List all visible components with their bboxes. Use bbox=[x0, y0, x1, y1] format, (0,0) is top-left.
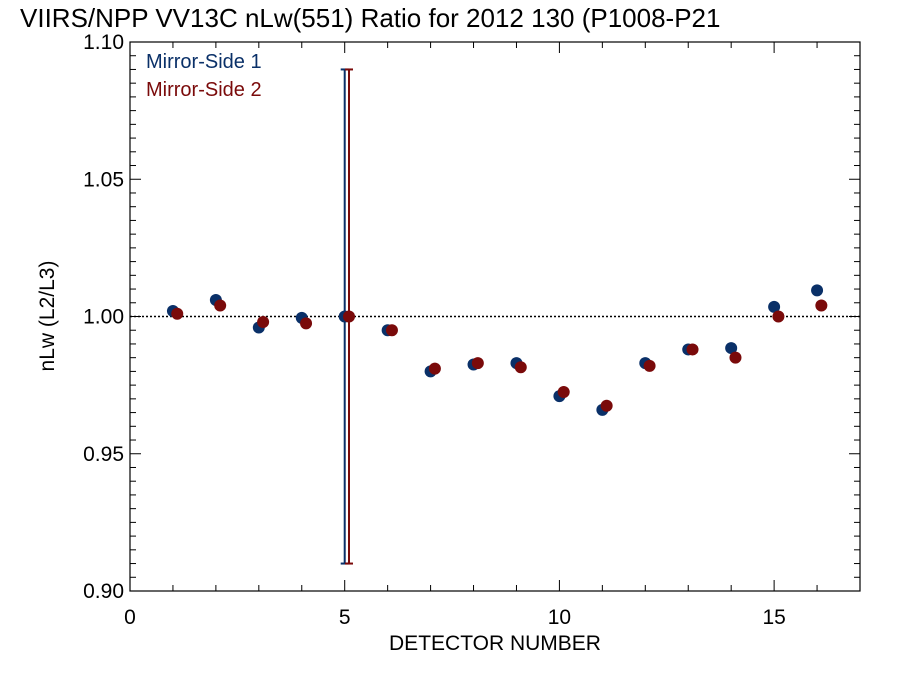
point-series-1-detector-16 bbox=[811, 284, 824, 297]
y-tick-label: 1.00 bbox=[83, 306, 124, 329]
y-tick-label: 1.10 bbox=[83, 31, 124, 54]
chart-title: VIIRS/NPP VV13C nLw(551) Ratio for 2012 … bbox=[20, 3, 720, 33]
point-series-2-detector-9 bbox=[514, 361, 527, 374]
y-tick-label: 0.95 bbox=[83, 443, 124, 466]
legend-label-mirror-side-2: Mirror-Side 2 bbox=[146, 79, 262, 101]
legend-label-mirror-side-1: Mirror-Side 1 bbox=[146, 51, 262, 73]
x-axis-label: DETECTOR NUMBER bbox=[389, 632, 601, 655]
point-series-2-detector-3 bbox=[257, 315, 270, 328]
point-series-2-detector-16 bbox=[815, 299, 828, 312]
point-series-2-detector-1 bbox=[171, 307, 184, 320]
point-series-2-detector-13 bbox=[686, 343, 699, 356]
point-series-2-detector-4 bbox=[300, 317, 313, 330]
point-series-2-detector-12 bbox=[643, 359, 656, 372]
point-series-2-detector-10 bbox=[557, 385, 570, 398]
point-series-2-detector-11 bbox=[600, 399, 613, 412]
x-tick-label: 15 bbox=[762, 606, 785, 629]
tick-labels: 0 5 10 15 0.90 0.95 1.00 1.05 1.10 bbox=[83, 31, 786, 629]
point-series-1-detector-15 bbox=[768, 300, 781, 313]
point-series-2-detector-5 bbox=[343, 310, 355, 323]
point-series-2-detector-8 bbox=[471, 357, 484, 370]
x-tick-label: 5 bbox=[339, 606, 351, 629]
point-series-2-detector-6 bbox=[385, 324, 398, 337]
y-tick-label: 0.90 bbox=[83, 580, 124, 603]
point-series-2-detector-7 bbox=[428, 362, 441, 375]
point-series-2-detector-14 bbox=[729, 351, 742, 364]
point-series-2-detector-2 bbox=[214, 299, 227, 312]
axis-ticks bbox=[129, 41, 861, 592]
point-series-2-detector-15 bbox=[772, 310, 785, 323]
x-tick-label: 10 bbox=[548, 606, 571, 629]
y-axis-label: nLw (L2/L3) bbox=[36, 261, 59, 372]
point-series-1-detector-14 bbox=[725, 342, 738, 355]
x-tick-label: 0 bbox=[124, 606, 136, 629]
y-tick-label: 1.05 bbox=[83, 168, 124, 191]
data-points bbox=[166, 284, 828, 416]
